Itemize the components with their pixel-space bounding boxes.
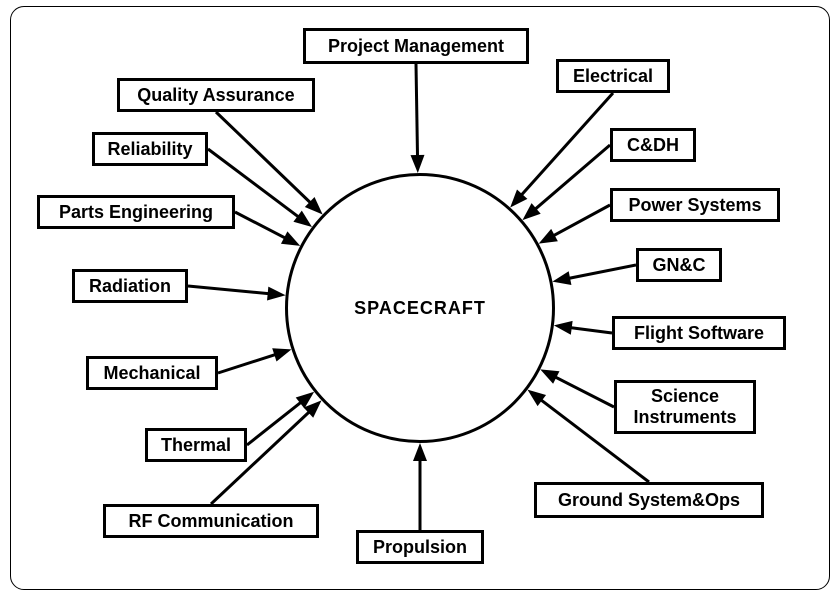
node-label: Mechanical — [103, 363, 200, 384]
node-power-systems: Power Systems — [610, 188, 780, 222]
node-parts-engineering: Parts Engineering — [37, 195, 235, 229]
center-node: SPACECRAFT — [285, 173, 555, 443]
node-project-management: Project Management — [303, 28, 529, 64]
node-quality-assurance: Quality Assurance — [117, 78, 315, 112]
center-label: SPACECRAFT — [354, 298, 486, 319]
node-gnc: GN&C — [636, 248, 722, 282]
node-label: Reliability — [107, 139, 192, 160]
node-propulsion: Propulsion — [356, 530, 484, 564]
node-mechanical: Mechanical — [86, 356, 218, 390]
node-label: Flight Software — [634, 323, 764, 344]
node-label: Ground System&Ops — [558, 490, 740, 511]
node-thermal: Thermal — [145, 428, 247, 462]
node-label: Parts Engineering — [59, 202, 213, 223]
node-reliability: Reliability — [92, 132, 208, 166]
node-radiation: Radiation — [72, 269, 188, 303]
node-label: Propulsion — [373, 537, 467, 558]
node-ground-system-ops: Ground System&Ops — [534, 482, 764, 518]
node-label: C&DH — [627, 135, 679, 156]
node-science-instruments: ScienceInstruments — [614, 380, 756, 434]
node-cdh: C&DH — [610, 128, 696, 162]
node-label: Electrical — [573, 66, 653, 87]
node-label: Project Management — [328, 36, 504, 57]
node-label: GN&C — [653, 255, 706, 276]
node-label: Thermal — [161, 435, 231, 456]
node-electrical: Electrical — [556, 59, 670, 93]
node-rf-communication: RF Communication — [103, 504, 319, 538]
node-label: Radiation — [89, 276, 171, 297]
node-label: Power Systems — [628, 195, 761, 216]
node-label: ScienceInstruments — [633, 386, 736, 427]
node-flight-software: Flight Software — [612, 316, 786, 350]
node-label: Quality Assurance — [137, 85, 294, 106]
node-label: RF Communication — [129, 511, 294, 532]
